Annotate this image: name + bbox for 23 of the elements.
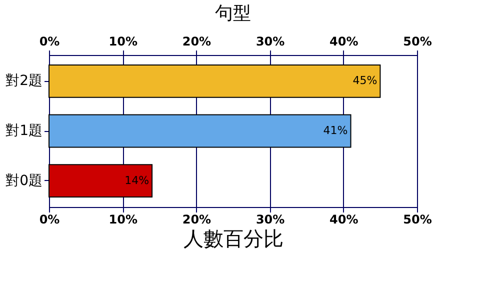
x-tick-label: 10% — [108, 212, 138, 226]
x2-tick-label: 0% — [39, 34, 60, 48]
x-tick-label: 30% — [256, 212, 285, 226]
x-tick-label: 20% — [182, 212, 212, 226]
x2-tick-label: 40% — [330, 34, 358, 48]
x2-tick-label: 50% — [403, 34, 432, 48]
y-tick-label: 對2題 — [6, 73, 42, 90]
x-tick-label: 50% — [403, 212, 432, 226]
x-tick-label: 40% — [330, 212, 358, 226]
y-tick-label: 對1題 — [6, 123, 42, 139]
y-tick-label: 對0題 — [6, 172, 42, 189]
data-label: 41% — [323, 124, 348, 137]
chart-title: 句型 — [215, 3, 251, 24]
x-tick-label: 0% — [39, 212, 60, 226]
data-label: 14% — [124, 174, 150, 187]
x-axis-title: 人數百分比 — [184, 226, 284, 250]
data-label: 45% — [352, 74, 378, 88]
x2-tick-label: 30% — [256, 34, 285, 48]
x2-tick-label: 10% — [108, 34, 138, 48]
bar — [48, 164, 153, 198]
bar — [48, 114, 352, 148]
bar — [48, 64, 381, 98]
x2-tick-label: 20% — [182, 34, 212, 48]
